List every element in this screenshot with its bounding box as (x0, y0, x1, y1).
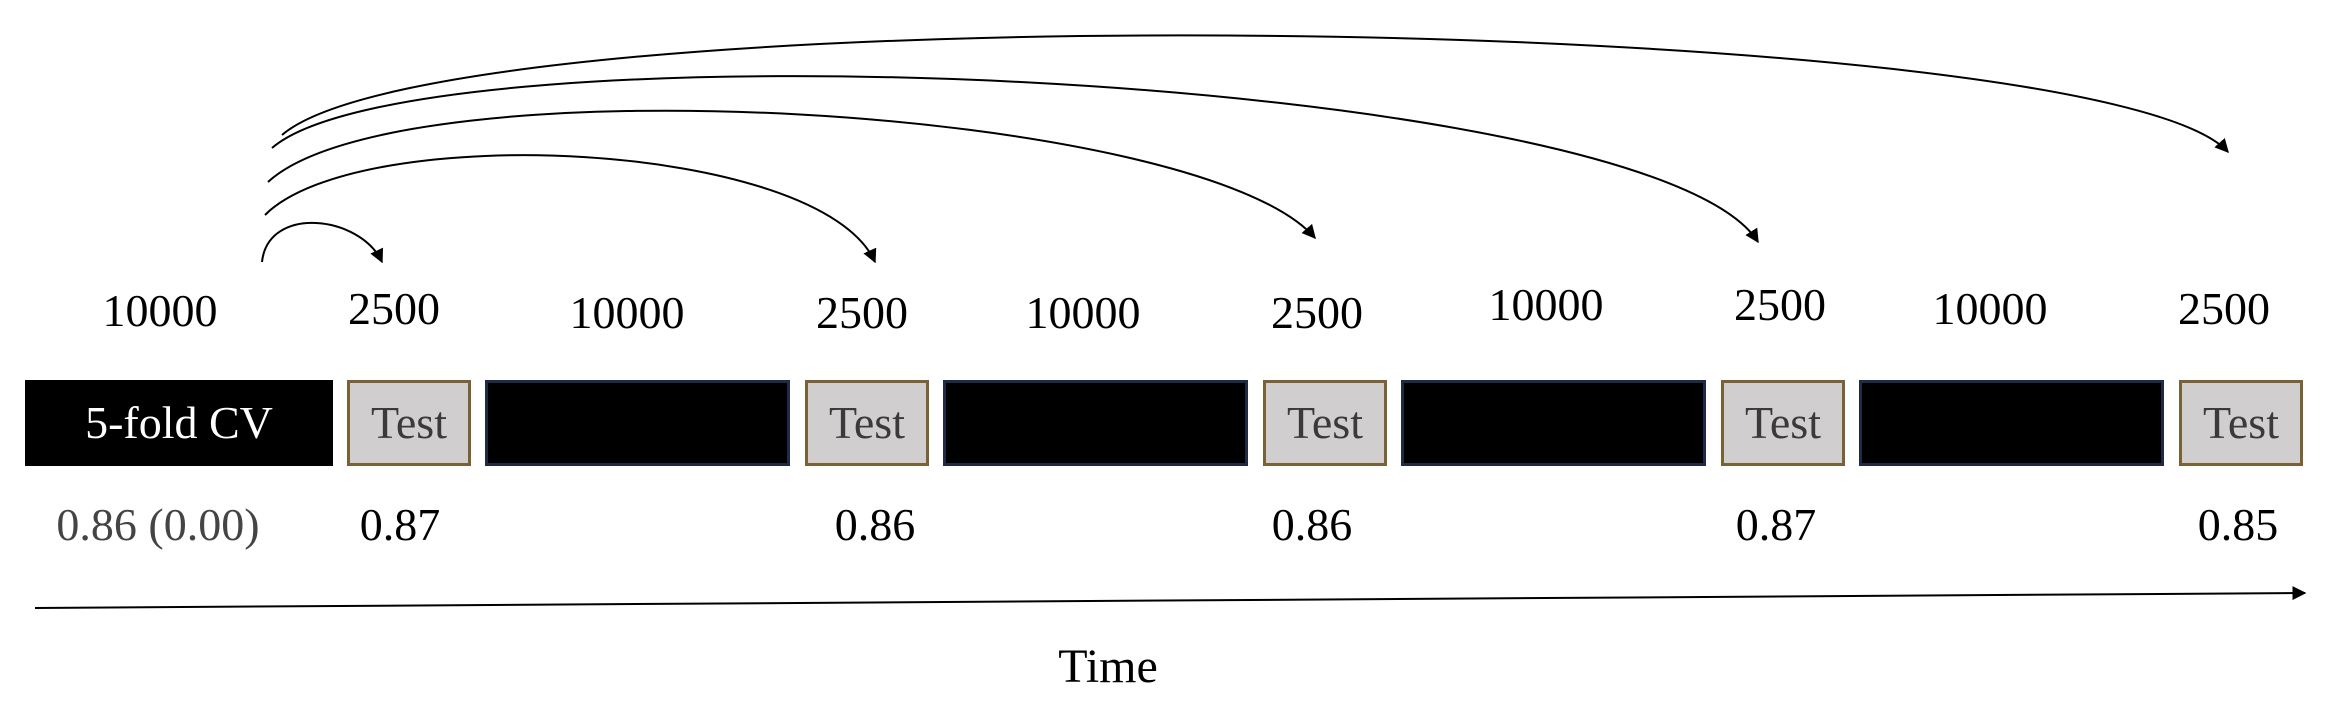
train-size-label: 10000 (1488, 279, 1604, 330)
arc-arrow-test-3 (267, 109, 1316, 240)
test-score: 0.87 (359, 499, 441, 550)
test-block: Test (1263, 380, 1387, 466)
test-block: Test (1721, 380, 1845, 466)
arc-arrow-test-2 (264, 154, 877, 264)
train-size-label: 10000 (102, 285, 218, 336)
arc-arrow-test-4 (271, 75, 1759, 244)
time-axis-label: Time (1058, 640, 1158, 693)
arc-arrow-test-1 (261, 221, 383, 264)
test-size-label: 2500 (2178, 283, 2270, 334)
test-size-label: 2500 (816, 287, 908, 338)
train-size-label: 10000 (569, 287, 685, 338)
test-block: Test (347, 380, 471, 466)
test-score: 0.85 (2197, 499, 2279, 550)
training-block (1401, 380, 1706, 466)
cv-training-block: 5-fold CV (25, 380, 333, 466)
training-block (1859, 380, 2164, 466)
training-block (943, 380, 1248, 466)
training-block (485, 380, 790, 466)
time-axis-arrow (34, 586, 2307, 609)
train-size-label: 10000 (1932, 283, 2048, 334)
test-score: 0.86 (834, 499, 916, 550)
test-score: 0.86 (1271, 499, 1353, 550)
arc-arrow-test-5 (281, 34, 2229, 154)
test-score: 0.87 (1735, 499, 1817, 550)
test-size-label: 2500 (1734, 279, 1826, 330)
test-block: Test (805, 380, 929, 466)
train-size-label: 10000 (1025, 287, 1141, 338)
test-size-label: 2500 (1271, 287, 1363, 338)
test-size-label: 2500 (348, 283, 440, 334)
cv-score: 0.86 (0.00) (56, 499, 260, 550)
test-block: Test (2179, 380, 2303, 466)
